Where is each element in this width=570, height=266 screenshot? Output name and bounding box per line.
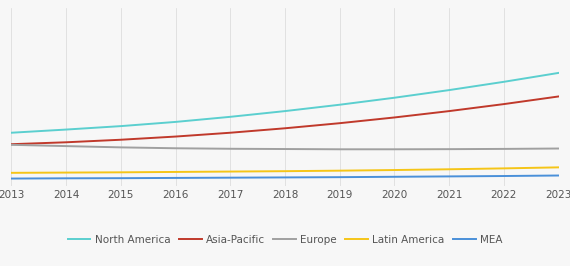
Asia-Pacific <box>172 135 179 138</box>
Europe <box>500 147 507 151</box>
MEA <box>336 176 343 179</box>
North America <box>391 96 398 99</box>
MEA <box>63 177 70 180</box>
Latin America <box>336 169 343 172</box>
Line: Latin America: Latin America <box>11 167 559 173</box>
Europe <box>336 148 343 151</box>
North America <box>336 103 343 106</box>
North America <box>63 128 70 131</box>
Latin America <box>555 166 562 169</box>
MEA <box>500 174 507 178</box>
Europe <box>282 147 288 151</box>
Latin America <box>117 171 124 174</box>
Latin America <box>8 171 15 174</box>
Europe <box>172 147 179 150</box>
Europe <box>8 143 15 146</box>
North America <box>555 71 562 74</box>
North America <box>500 80 507 84</box>
Asia-Pacific <box>282 127 288 130</box>
Asia-Pacific <box>500 102 507 106</box>
Latin America <box>63 171 70 174</box>
Asia-Pacific <box>117 138 124 141</box>
Europe <box>555 147 562 150</box>
Line: North America: North America <box>11 73 559 133</box>
MEA <box>391 175 398 178</box>
Line: Asia-Pacific: Asia-Pacific <box>11 97 559 144</box>
Line: Europe: Europe <box>11 145 559 149</box>
Europe <box>117 146 124 149</box>
Line: MEA: MEA <box>11 176 559 178</box>
Latin America <box>500 167 507 170</box>
North America <box>8 131 15 134</box>
MEA <box>555 174 562 177</box>
Latin America <box>172 170 179 173</box>
MEA <box>117 177 124 180</box>
North America <box>117 124 124 128</box>
North America <box>446 89 453 92</box>
Europe <box>446 148 453 151</box>
MEA <box>227 176 234 179</box>
Asia-Pacific <box>555 95 562 98</box>
MEA <box>8 177 15 180</box>
Latin America <box>282 170 288 173</box>
Europe <box>391 148 398 151</box>
North America <box>172 120 179 123</box>
Asia-Pacific <box>391 116 398 119</box>
MEA <box>282 176 288 179</box>
MEA <box>446 175 453 178</box>
Asia-Pacific <box>227 131 234 134</box>
North America <box>227 115 234 118</box>
Asia-Pacific <box>446 110 453 113</box>
Europe <box>227 147 234 150</box>
North America <box>282 110 288 113</box>
Latin America <box>227 170 234 173</box>
Asia-Pacific <box>63 141 70 144</box>
Asia-Pacific <box>8 143 15 146</box>
Asia-Pacific <box>336 122 343 125</box>
Legend: North America, Asia-Pacific, Europe, Latin America, MEA: North America, Asia-Pacific, Europe, Lat… <box>63 231 507 249</box>
Latin America <box>446 168 453 171</box>
Latin America <box>391 168 398 172</box>
MEA <box>172 176 179 180</box>
Europe <box>63 144 70 148</box>
